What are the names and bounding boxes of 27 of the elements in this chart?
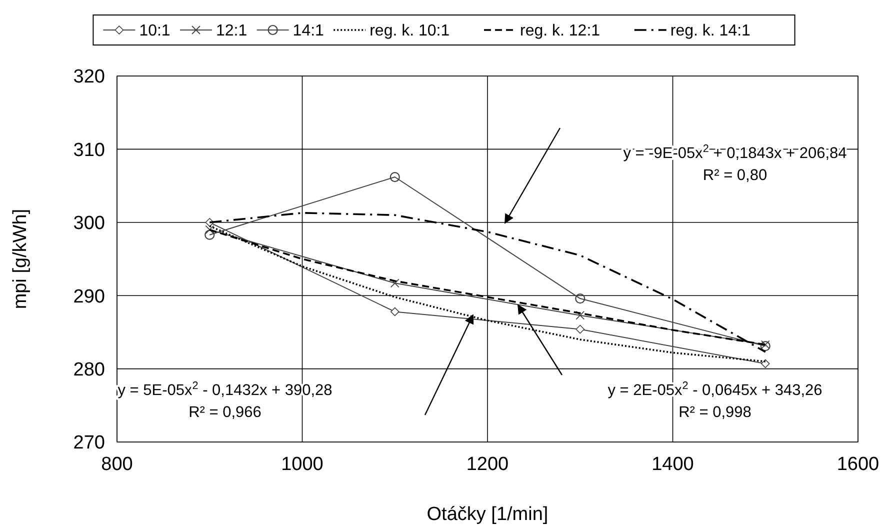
- point: [575, 293, 586, 304]
- x-tick-label: 1000: [281, 454, 324, 475]
- legend-label: reg. k. 14:1: [670, 22, 751, 40]
- point: [204, 230, 215, 240]
- x-tick-label: 1200: [466, 454, 509, 475]
- legend-label: reg. k. 12:1: [520, 22, 600, 40]
- point: [390, 172, 400, 182]
- y-tick-label: 290: [73, 286, 105, 308]
- y-axis-title: mpi [g/kWh]: [10, 208, 31, 310]
- legend-label: reg. k. 10:1: [370, 22, 450, 40]
- point: [390, 307, 400, 316]
- point: [576, 324, 585, 334]
- y-tick-label: 320: [73, 66, 105, 88]
- x-tick-label: 800: [101, 454, 133, 475]
- point: [205, 225, 214, 234]
- y-tick-label: 300: [73, 213, 105, 234]
- x-tick-label: 1400: [652, 454, 694, 475]
- legend-label: 10:1: [139, 22, 170, 40]
- point: [576, 310, 585, 320]
- y-tick-label: 310: [73, 140, 105, 161]
- legend-label: 12:1: [216, 22, 248, 40]
- y-tick-label: 280: [73, 359, 105, 380]
- point: [760, 359, 770, 368]
- y-tick-label: 270: [73, 432, 105, 454]
- legend-label: 14:1: [292, 22, 324, 40]
- x-axis-title: Otáčky [1/min]: [426, 504, 548, 525]
- x-tick-label: 1600: [836, 454, 880, 475]
